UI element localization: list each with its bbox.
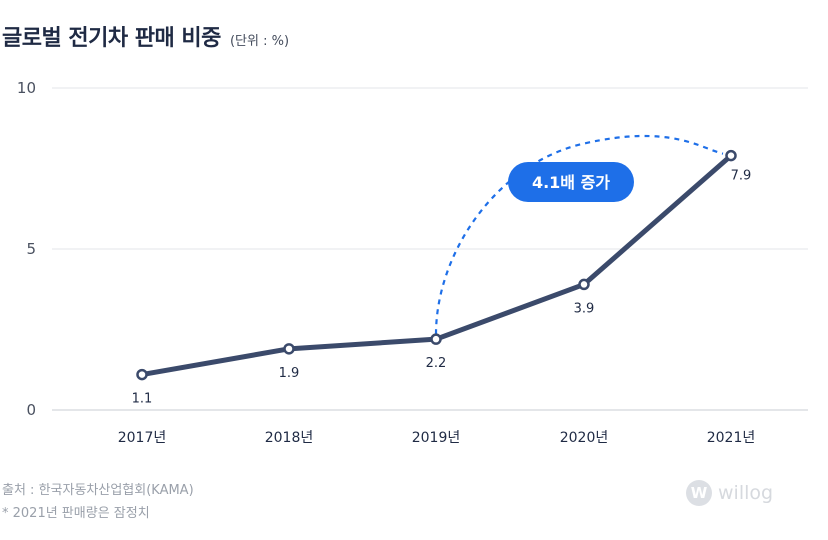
annotation-badge (508, 162, 634, 202)
chart-unit: (단위 : %) (229, 34, 290, 49)
willog-logo-icon: W (686, 480, 712, 506)
x-tick-label: 2021년 (707, 430, 756, 446)
x-tick-label: 2018년 (265, 430, 314, 446)
x-tick-label: 2019년 (412, 430, 461, 446)
y-tick-label: 10 (17, 79, 36, 97)
data-point (578, 278, 590, 291)
annotation-arrow (434, 134, 724, 335)
x-tick-label: 2017년 (118, 430, 167, 446)
data-label: 1.9 (279, 366, 300, 381)
data-point (283, 343, 295, 355)
watermark-logo: W willog (686, 480, 773, 506)
data-point (725, 149, 737, 162)
y-tick-label: 5 (26, 240, 36, 258)
data-point (136, 368, 148, 381)
data-label: 7.9 (731, 169, 752, 184)
line-chart: 4.1배 증가 0 5 10 2017년 2018년 2019년 2020년 2021년 1.1… (17, 79, 808, 446)
data-label: 3.9 (574, 301, 595, 316)
data-label: 2.2 (426, 356, 447, 371)
x-tick-label: 2020년 (560, 430, 609, 446)
footnote: * 2021년 판매량은 잠정치 (2, 506, 150, 521)
source-note: 출처 : 한국자동차산업협회(KAMA) (2, 483, 194, 498)
annotation-text: 4.1배 증가 (532, 173, 610, 192)
watermark-text: willog (718, 482, 774, 504)
chart-title-block: 글로벌 전기차 판매 비중 (단위 : %) (2, 20, 289, 52)
y-tick-label: 0 (26, 401, 36, 419)
chart-title: 글로벌 전기차 판매 비중 (2, 26, 221, 51)
data-label: 1.1 (132, 392, 153, 407)
data-point (430, 333, 442, 345)
